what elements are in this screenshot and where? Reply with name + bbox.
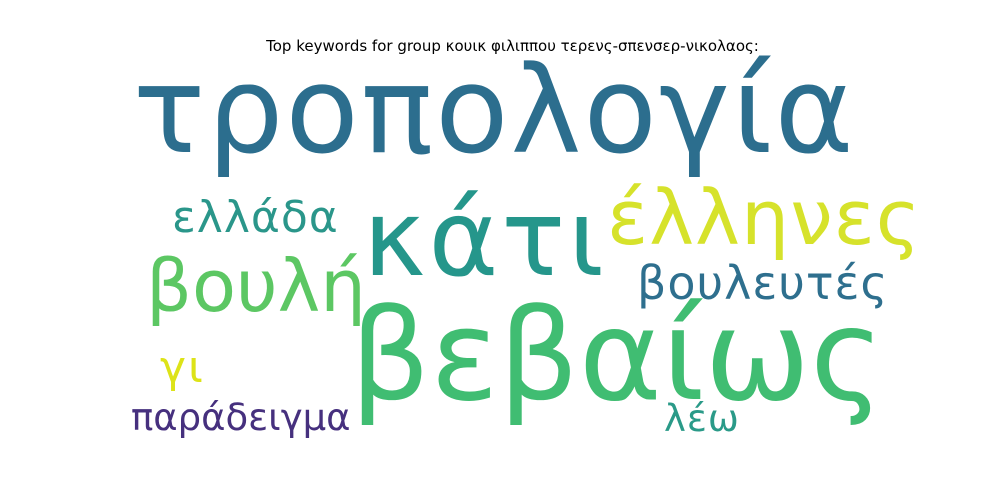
word-vouleftes: βουλευτές: [637, 256, 889, 310]
word-leo: λέω: [664, 397, 740, 440]
word-tropologia: τροπολογία: [133, 42, 856, 181]
word-kati: κάτι: [363, 177, 608, 300]
figure-title: Top keywords for group κουικ φιλιππου τε…: [266, 37, 759, 55]
word-ellada: ελλάδα: [172, 192, 339, 243]
word-vevaios: βεβαίως: [350, 282, 885, 429]
word-vouli: βουλή: [146, 244, 366, 328]
word-gi: γι: [160, 342, 205, 393]
word-ellines: έλληνες: [607, 173, 922, 262]
word-paradeigma: παράδειγμα: [131, 396, 351, 439]
